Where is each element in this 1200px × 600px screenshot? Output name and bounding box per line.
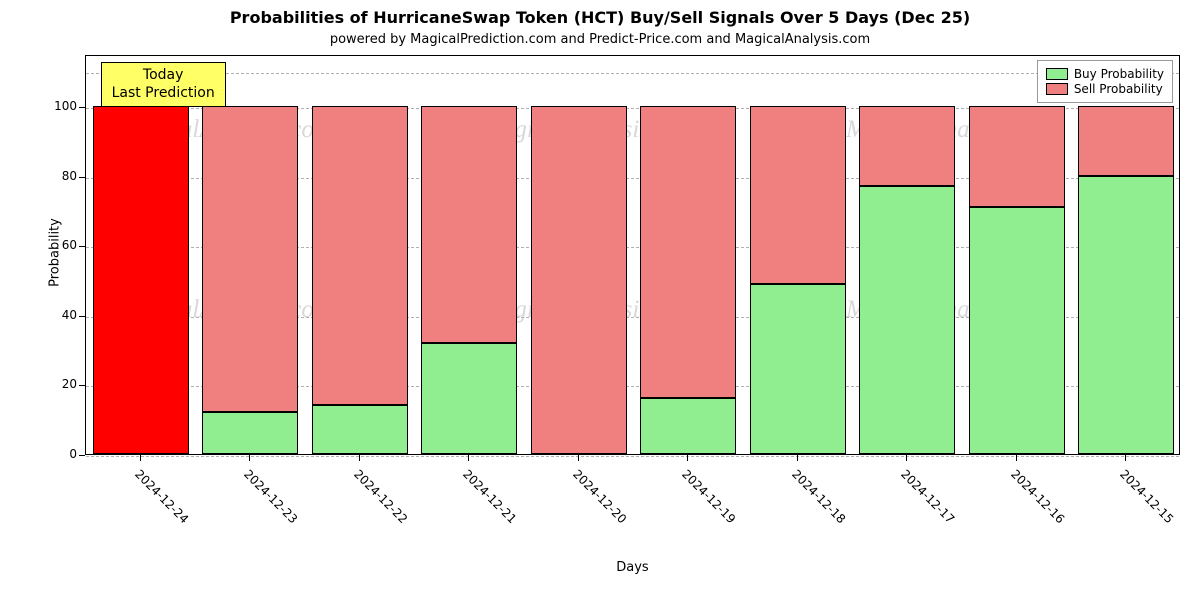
legend-swatch <box>1046 68 1068 80</box>
xtick-label: 2024-12-24 <box>132 467 191 526</box>
xtick-mark <box>687 455 688 461</box>
bar-group <box>969 106 1065 454</box>
xtick-mark <box>1125 455 1126 461</box>
bar-buy <box>750 284 846 454</box>
y-axis-label: Probability <box>48 203 63 303</box>
chart-title: Probabilities of HurricaneSwap Token (HC… <box>0 8 1200 27</box>
xtick-mark <box>140 455 141 461</box>
xtick-mark <box>468 455 469 461</box>
bar-buy <box>421 343 517 454</box>
xtick-mark <box>359 455 360 461</box>
bar-sell <box>750 106 846 283</box>
xtick-label: 2024-12-16 <box>1008 467 1067 526</box>
ytick-label: 20 <box>47 377 77 391</box>
bar-sell <box>421 106 517 343</box>
xtick-mark <box>906 455 907 461</box>
bar-sell <box>312 106 408 405</box>
bar-group <box>93 106 189 454</box>
bar-sell <box>1078 106 1174 176</box>
bar-buy <box>969 207 1065 454</box>
bar-group <box>421 106 517 454</box>
ytick-mark <box>79 385 85 386</box>
legend-swatch <box>1046 83 1068 95</box>
ytick-label: 40 <box>47 308 77 322</box>
bar-buy <box>312 405 408 454</box>
x-axis-label: Days <box>85 560 1180 575</box>
xtick-label: 2024-12-22 <box>351 467 410 526</box>
bar-sell <box>531 106 627 454</box>
bar-buy <box>640 398 736 454</box>
xtick-label: 2024-12-17 <box>898 467 957 526</box>
legend: Buy ProbabilitySell Probability <box>1037 60 1173 103</box>
bar-sell <box>859 106 955 186</box>
xtick-label: 2024-12-23 <box>241 467 300 526</box>
bar-buy <box>202 412 298 454</box>
xtick-mark <box>1016 455 1017 461</box>
bar-buy <box>1078 176 1174 454</box>
bar-today <box>93 106 189 454</box>
xtick-label: 2024-12-21 <box>460 467 519 526</box>
bar-group <box>859 106 955 454</box>
xtick-label: 2024-12-15 <box>1117 467 1176 526</box>
legend-item: Buy Probability <box>1046 67 1164 81</box>
bar-sell <box>640 106 736 398</box>
chart-subtitle: powered by MagicalPrediction.com and Pre… <box>0 32 1200 47</box>
ytick-mark <box>79 316 85 317</box>
legend-label: Sell Probability <box>1074 82 1163 96</box>
bar-sell <box>202 106 298 412</box>
ytick-label: 80 <box>47 169 77 183</box>
xtick-mark <box>578 455 579 461</box>
xtick-label: 2024-12-20 <box>570 467 629 526</box>
xtick-mark <box>249 455 250 461</box>
bar-group <box>1078 106 1174 454</box>
gridline <box>86 73 1179 74</box>
xtick-mark <box>797 455 798 461</box>
plot-area: MagicalAnalysis.comMagicalAnalysis.comMa… <box>85 55 1180 455</box>
bar-sell <box>969 106 1065 207</box>
ytick-mark <box>79 107 85 108</box>
bar-group <box>750 106 846 454</box>
bar-group <box>312 106 408 454</box>
bar-group <box>640 106 736 454</box>
today-line1: Today <box>112 67 215 85</box>
ytick-label: 0 <box>47 447 77 461</box>
today-annotation: TodayLast Prediction <box>101 62 226 107</box>
bar-buy <box>859 186 955 454</box>
bar-group <box>531 106 627 454</box>
xtick-label: 2024-12-19 <box>679 467 738 526</box>
ytick-mark <box>79 246 85 247</box>
today-line2: Last Prediction <box>112 85 215 103</box>
xtick-label: 2024-12-18 <box>789 467 848 526</box>
legend-label: Buy Probability <box>1074 67 1164 81</box>
legend-item: Sell Probability <box>1046 82 1164 96</box>
bar-group <box>202 106 298 454</box>
ytick-mark <box>79 455 85 456</box>
ytick-label: 60 <box>47 238 77 252</box>
chart-container: Probabilities of HurricaneSwap Token (HC… <box>0 0 1200 600</box>
ytick-mark <box>79 177 85 178</box>
ytick-label: 100 <box>47 99 77 113</box>
